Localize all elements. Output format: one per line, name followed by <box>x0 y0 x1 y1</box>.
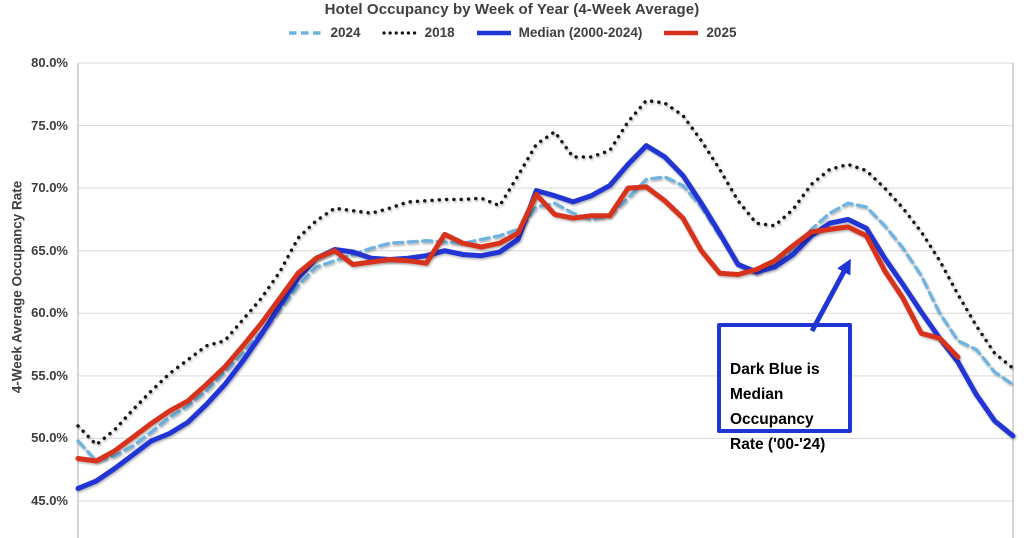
series-line-2024 <box>76 175 1015 463</box>
legend-item-median: Median (2000-2024) <box>476 25 643 40</box>
legend-label-2025: 2025 <box>706 25 737 40</box>
legend-item-2025: 2025 <box>663 25 736 40</box>
series-line-median <box>75 143 1016 491</box>
annotation-text: Dark Blue is Median Occupancy Rate ('00-… <box>730 361 826 453</box>
y-tick-label: 65.0% <box>31 243 68 258</box>
y-tick-label: 45.0% <box>31 493 68 508</box>
chart-title: Hotel Occupancy by Week of Year (4-Week … <box>324 1 700 18</box>
y-tick-label: 55.0% <box>31 368 68 383</box>
y-tick-label: 75.0% <box>31 118 68 133</box>
legend-swatch-2018-icon <box>381 30 418 35</box>
series-line-2025 <box>75 184 961 464</box>
y-tick-label: 80.0% <box>31 55 68 70</box>
legend-swatch-median-icon <box>476 30 511 35</box>
y-tick-label: 70.0% <box>31 180 68 195</box>
annotation-callout: Dark Blue is Median Occupancy Rate ('00-… <box>717 323 852 453</box>
legend-label-median: Median (2000-2024) <box>518 25 643 40</box>
legend-swatch-2025-icon <box>664 30 699 35</box>
legend-label-2024: 2024 <box>330 25 361 40</box>
y-tick-label: 60.0% <box>31 305 68 320</box>
legend-item-2024: 2024 <box>288 25 361 40</box>
y-tick-label: 50.0% <box>31 430 68 445</box>
legend-swatch-2024-icon <box>288 30 323 35</box>
legend-label-2018: 2018 <box>424 25 455 40</box>
legend-item-2018: 2018 <box>381 25 455 40</box>
series-line-2018 <box>76 98 1015 447</box>
legend: 2024 2018 Median (2000-2024) 2025 <box>0 25 1024 40</box>
